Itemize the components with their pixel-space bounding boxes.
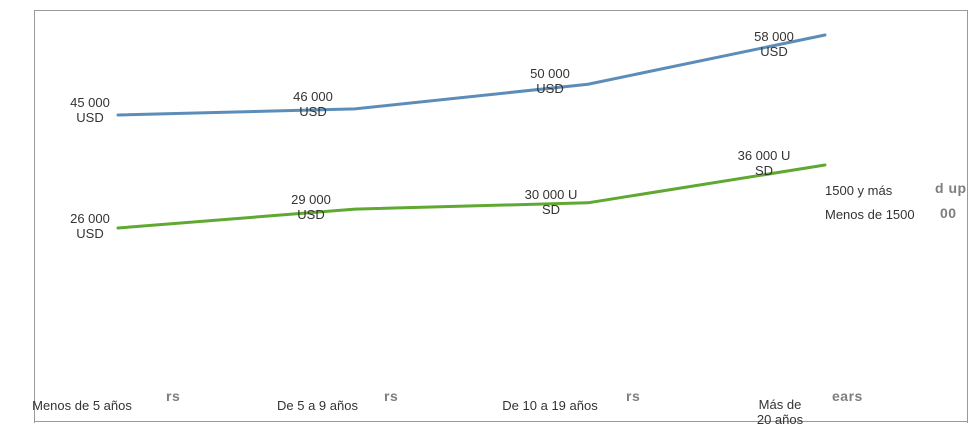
x-ghost-text-3: ears <box>832 388 863 404</box>
x-axis-line <box>34 421 967 422</box>
legend-ghost-text-high: d up <box>935 180 967 196</box>
x-ghost-text-1: rs <box>384 388 399 404</box>
legend-entry-low: Menos de 1500 <box>825 207 915 222</box>
x-tick-label-3: Más de 20 años <box>756 397 804 427</box>
data-label-s1-p0: 45 000 USD <box>70 95 110 125</box>
series-line-1 <box>116 163 827 230</box>
x-tick-label-0: Menos de 5 años <box>32 398 132 413</box>
x-ghost-text-2: rs <box>626 388 641 404</box>
data-label-s1-p1: 46 000 USD <box>293 89 333 119</box>
series-line-0 <box>116 33 827 117</box>
legend-ghost-text-low: 00 <box>940 205 957 221</box>
x-tick-label-1: De 5 a 9 años <box>277 398 358 413</box>
x-ghost-text-0: rs <box>166 388 181 404</box>
data-label-s2-p1: 29 000 USD <box>291 192 331 222</box>
data-label-s1-p2: 50 000 USD <box>530 66 570 96</box>
plot-area <box>34 10 968 423</box>
x-tick-label-2: De 10 a 19 años <box>502 398 598 413</box>
data-label-s2-p3: 36 000 U SD <box>737 148 791 178</box>
data-label-s1-p3: 58 000 USD <box>754 29 794 59</box>
data-label-s2-p0: 26 000 USD <box>70 211 110 241</box>
data-label-s2-p2: 30 000 U SD <box>524 187 578 217</box>
legend-entry-high: 1500 y más <box>825 183 893 198</box>
